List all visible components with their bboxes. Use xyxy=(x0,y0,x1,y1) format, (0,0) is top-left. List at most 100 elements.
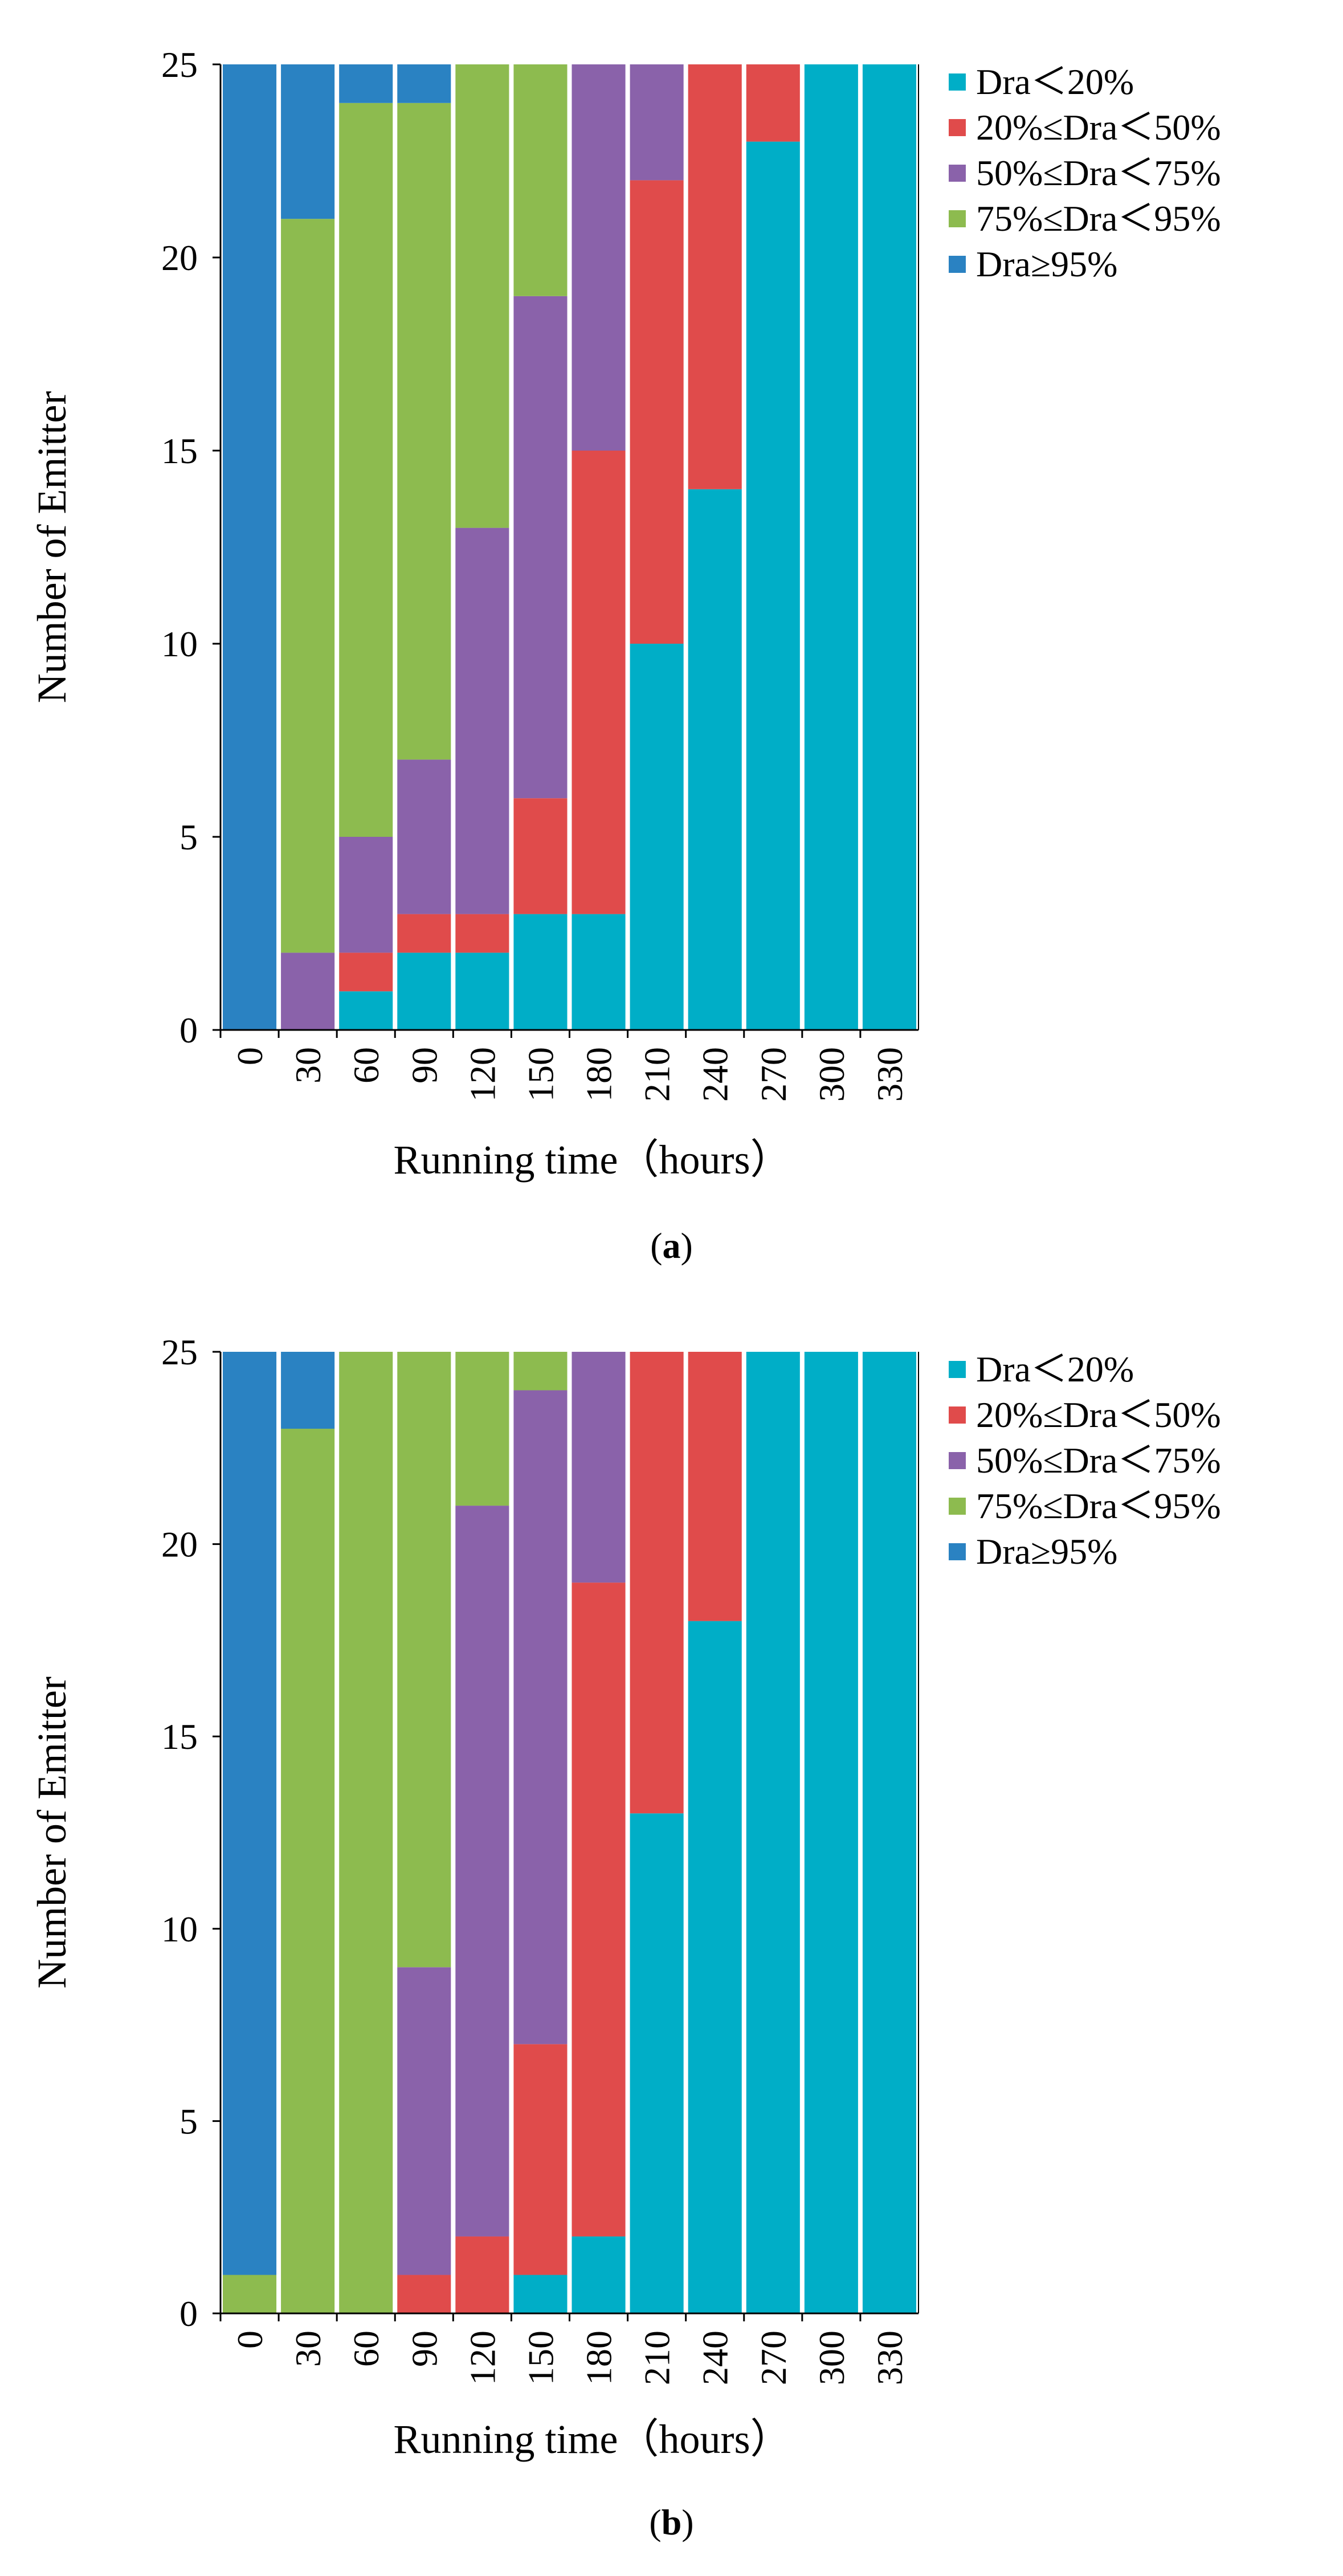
legend-label-4: Dra≥95% xyxy=(976,244,1117,284)
chart-panel-a: 0 5 10 15 20 25 0 30 60 90 120 150 180 210 240 270 300 33… xyxy=(29,44,1221,1266)
x-tick-label: 90 xyxy=(404,2330,444,2367)
x-tick-label: 270 xyxy=(753,2330,794,2385)
bar-1-120-s2 xyxy=(455,1506,509,2236)
bar-0-90-s4 xyxy=(397,64,451,103)
caption-b: (b) xyxy=(649,2502,694,2542)
y-tick-label: 15 xyxy=(161,431,198,471)
bar-0-30-s3 xyxy=(281,219,335,953)
x-tick-label: 0 xyxy=(230,1047,270,1065)
bar-1-210-s0 xyxy=(630,1813,684,2313)
legend-swatch-1 xyxy=(949,1406,966,1424)
bar-1-60-s3 xyxy=(339,1352,393,2313)
legend-label-0: Dra＜20% xyxy=(976,62,1134,102)
legend-label-1: 20%≤Dra＜50% xyxy=(976,107,1221,148)
bar-1-30-s4 xyxy=(281,1352,335,1429)
stacked-bar-chart-a: 0 5 10 15 20 25 0 30 60 90 120 150 180 210 240 270 300 33… xyxy=(29,44,1221,1183)
x-tick-label: 150 xyxy=(520,1047,561,1102)
bar-1-330-s0 xyxy=(862,1352,916,2313)
bar-0-150-s1 xyxy=(513,798,568,914)
legend-swatch-4 xyxy=(949,1543,966,1560)
bar-1-30-s3 xyxy=(281,1429,335,2313)
legend-swatch-3 xyxy=(949,1498,966,1515)
x-tick-label: 30 xyxy=(288,1047,328,1083)
bar-1-270-s0 xyxy=(746,1352,800,2313)
x-tick-label: 240 xyxy=(695,2330,736,2385)
bar-1-90-s2 xyxy=(397,1967,451,2275)
bar-0-270-s1 xyxy=(746,64,800,142)
bar-1-120-s1 xyxy=(455,2236,509,2313)
bar-0-240-s1 xyxy=(688,64,742,489)
x-tick-label: 330 xyxy=(870,2330,910,2385)
y-tick-label: 5 xyxy=(179,2101,198,2141)
bar-0-30-s2 xyxy=(281,952,335,1030)
bar-0-300-s0 xyxy=(804,64,858,1030)
y-tick-label: 10 xyxy=(161,1909,198,1949)
x-tick-label: 120 xyxy=(462,1047,503,1102)
legend-swatch-0 xyxy=(949,73,966,91)
bar-1-0-s4 xyxy=(223,1352,277,2275)
y-tick-label: 20 xyxy=(161,1524,198,1565)
bar-0-90-s1 xyxy=(397,914,451,953)
legend-swatch-0 xyxy=(949,1361,966,1378)
bar-0-60-s4 xyxy=(339,64,393,103)
chart-panel-b: 0 5 10 15 20 25 0 30 60 90 120 150 180 210 240 270 300 33… xyxy=(0,1288,1343,2576)
bar-0-240-s0 xyxy=(688,489,742,1030)
y-axis-title: Number of Emitter xyxy=(29,391,75,704)
bar-1-150-s2 xyxy=(513,1390,568,2045)
legend-swatch-1 xyxy=(949,119,966,136)
legend-label-2: 50%≤Dra＜75% xyxy=(976,153,1221,193)
stacked-bar-chart-b: 0 5 10 15 20 25 0 30 60 90 120 150 180 210 240 270 300 33… xyxy=(29,1332,1221,2462)
y-tick-label: 20 xyxy=(161,238,198,278)
caption-a: (a) xyxy=(650,1225,693,1266)
legend-swatch-4 xyxy=(949,256,966,273)
x-tick-label: 150 xyxy=(520,2330,561,2385)
x-tick-label: 0 xyxy=(230,2330,270,2349)
bar-0-120-s3 xyxy=(455,64,509,528)
bar-0-330-s0 xyxy=(862,64,916,1030)
x-tick-label: 60 xyxy=(346,2330,386,2367)
x-tick-label: 60 xyxy=(346,1047,386,1083)
bar-0-150-s0 xyxy=(513,914,568,1030)
x-tick-label: 300 xyxy=(811,1047,852,1102)
bar-0-180-s0 xyxy=(572,914,626,1030)
legend-label-4: Dra≥95% xyxy=(976,1531,1117,1572)
x-tick-label: 180 xyxy=(579,2330,619,2385)
bar-1-150-s1 xyxy=(513,2044,568,2275)
bar-1-90-s3 xyxy=(397,1352,451,1968)
legend-swatch-3 xyxy=(949,210,966,227)
x-tick-label: 270 xyxy=(753,1047,794,1102)
bar-0-30-s4 xyxy=(281,64,335,219)
bar-0-210-s0 xyxy=(630,644,684,1030)
bar-0-90-s2 xyxy=(397,759,451,914)
bar-1-120-s3 xyxy=(455,1352,509,1506)
x-axis-title: Running time（hours） xyxy=(394,1137,791,1183)
bar-1-300-s0 xyxy=(804,1352,858,2313)
bar-0-270-s0 xyxy=(746,141,800,1031)
bar-1-210-s1 xyxy=(630,1352,684,1814)
bar-1-150-s3 xyxy=(513,1352,568,1391)
bar-0-0-s4 xyxy=(223,64,277,1030)
y-tick-label: 25 xyxy=(161,1332,198,1372)
y-tick-label: 5 xyxy=(179,817,198,857)
x-axis-title: Running time（hours） xyxy=(394,2416,791,2462)
bar-0-90-s0 xyxy=(397,952,451,1030)
bar-0-60-s3 xyxy=(339,103,393,837)
bar-0-120-s0 xyxy=(455,952,509,1030)
bar-0-180-s1 xyxy=(572,451,626,914)
bar-0-210-s2 xyxy=(630,64,684,181)
x-tick-label: 210 xyxy=(637,2330,677,2385)
bar-1-180-s0 xyxy=(572,2236,626,2313)
legend-label-3: 75%≤Dra＜95% xyxy=(976,198,1221,239)
bar-0-60-s2 xyxy=(339,837,393,953)
x-tick-label: 120 xyxy=(462,2330,503,2385)
bar-0-60-s1 xyxy=(339,952,393,992)
y-tick-label: 25 xyxy=(161,44,198,85)
legend-label-3: 75%≤Dra＜95% xyxy=(976,1486,1221,1526)
x-tick-label: 330 xyxy=(870,1047,910,1102)
bar-0-150-s3 xyxy=(513,64,568,296)
y-tick-label: 15 xyxy=(161,1716,198,1757)
x-tick-label: 30 xyxy=(288,2330,328,2367)
legend-label-1: 20%≤Dra＜50% xyxy=(976,1395,1221,1435)
y-axis-title: Number of Emitter xyxy=(29,1677,75,1989)
x-tick-label: 180 xyxy=(579,1047,619,1102)
